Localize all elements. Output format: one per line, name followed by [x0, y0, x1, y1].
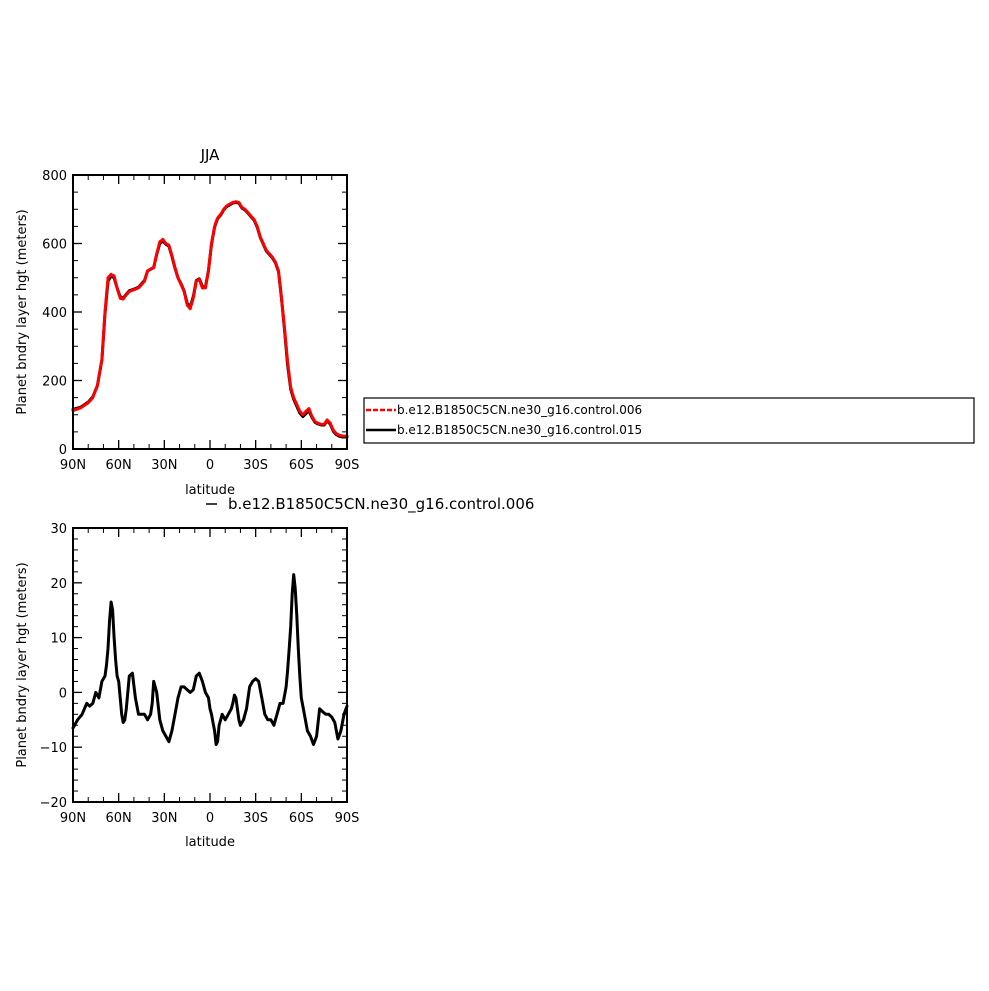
top-legend: b.e12.B1850C5CN.ne30_g16.control.006 b.e… — [363, 397, 975, 444]
top-panel: JJA 90N 60N 30N 0 30S 60S 90S 0 200 400 600 800 lat… — [15, 146, 359, 498]
top-x-axis-label: latitude — [185, 483, 235, 498]
legend-label-series-1: b.e12.B1850C5CN.ne30_g16.control.006 — [397, 403, 642, 417]
bottom-y-axis-label: Planet bndry layer hgt (meters) — [15, 562, 30, 767]
top-series-lines — [71, 200, 349, 439]
top-y-tick-label: 0 — [59, 443, 67, 458]
top-x-tick-label: 30S — [243, 458, 268, 473]
bottom-x-tick-label: 90S — [335, 811, 360, 826]
legend-label-series-2: b.e12.B1850C5CN.ne30_g16.control.015 — [397, 423, 642, 437]
top-legend-box — [363, 397, 975, 444]
top-x-tick-label: 60N — [106, 458, 132, 473]
bottom-y-tick-label: −20 — [40, 796, 67, 811]
bottom-series-line-1 — [71, 573, 349, 746]
bottom-x-tick-label: 0 — [206, 811, 214, 826]
bottom-x-axis-label: latitude — [185, 835, 235, 850]
bottom-x-tick-label: 30N — [151, 811, 177, 826]
top-x-tick-label: 30N — [151, 458, 177, 473]
top-x-tick-label: 90S — [335, 458, 360, 473]
top-y-tick-label: 600 — [42, 238, 67, 253]
bottom-y-tick-label: 30 — [50, 522, 67, 537]
bottom-x-tick-label: 60S — [289, 811, 314, 826]
bottom-y-tick-label: −10 — [40, 741, 67, 756]
top-x-tick-label: 60S — [289, 458, 314, 473]
top-x-tick-label: 90N — [60, 458, 86, 473]
top-plot-frame — [72, 174, 348, 450]
bottom-panel: b.e12.B1850C5CN.ne30_g16.control.006 90N… — [15, 495, 534, 850]
bottom-legend-label: b.e12.B1850C5CN.ne30_g16.control.006 — [228, 495, 534, 514]
top-y-tick-label: 400 — [42, 306, 67, 321]
bottom-series-lines — [71, 573, 349, 746]
top-ticks: 90N 60N 30N 0 30S 60S 90S 0 200 400 600 800 — [42, 169, 359, 473]
bottom-x-tick-label: 60N — [106, 811, 132, 826]
top-series-line-2 — [71, 200, 349, 439]
top-title: JJA — [200, 146, 221, 164]
top-y-axis-label: Planet bndry layer hgt (meters) — [15, 209, 30, 414]
top-y-tick-label: 800 — [42, 169, 67, 184]
top-x-tick-label: 0 — [206, 458, 214, 473]
bottom-x-tick-label: 90N — [60, 811, 86, 826]
bottom-plot-frame — [72, 527, 348, 803]
bottom-x-tick-label: 30S — [243, 811, 268, 826]
top-y-tick-label: 200 — [42, 375, 67, 390]
top-series-line-1 — [71, 200, 349, 438]
bottom-y-tick-label: 0 — [59, 686, 67, 701]
bottom-y-tick-label: 10 — [50, 632, 67, 647]
bottom-ticks: 90N 60N 30N 0 30S 60S 90S −20 −10 0 10 20 30 — [40, 522, 360, 826]
bottom-y-tick-label: 20 — [50, 577, 67, 592]
